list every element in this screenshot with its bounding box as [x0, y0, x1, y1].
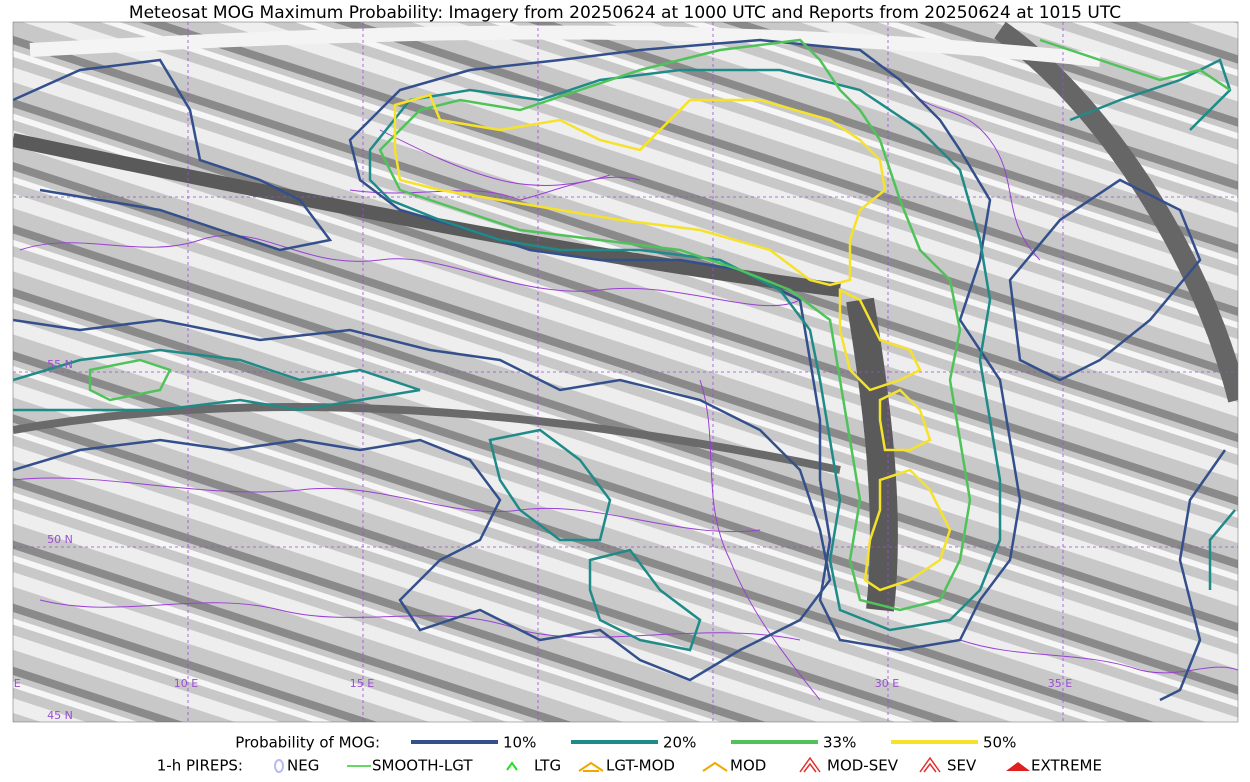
contour-33: [88, 358, 172, 402]
grid-label: 50 N: [47, 533, 73, 546]
legend-label: 33%: [823, 734, 856, 752]
legend-icon: [506, 761, 518, 771]
grid-label: 10 E: [174, 677, 198, 690]
legend-label: 50%: [983, 734, 1016, 752]
legend-label: EXTREME: [1031, 757, 1102, 775]
dark-band: [994, 22, 1238, 403]
title: Meteosat MOG Maximum Probability: Imager…: [129, 3, 1121, 23]
contour-10: [13, 318, 832, 682]
legend-label: 10%: [503, 734, 536, 752]
grid-label: 45 N: [47, 709, 73, 722]
contour-10: [1008, 178, 1202, 382]
grid-label: 30 E: [875, 677, 899, 690]
dark-band: [13, 133, 841, 297]
contour-50: [838, 287, 922, 392]
contour-10: [348, 38, 1022, 652]
contour-10: [13, 58, 333, 252]
grid-labels: 5 E 10 E 15 E 30 E 35 E 45 N 50 N 55 N: [3, 358, 1072, 722]
grid-label: 35 E: [1048, 677, 1072, 690]
legend-icon: [1006, 762, 1030, 771]
contour-20: [488, 428, 612, 542]
legend-title: Probability of MOG:: [235, 734, 380, 752]
contour-33: [1039, 38, 1231, 92]
light-band: [29, 25, 1101, 67]
contour-20: [368, 68, 1002, 632]
contour-50: [393, 93, 887, 287]
legend-label: NEG: [287, 757, 319, 775]
dark-band: [13, 403, 841, 474]
grid-label: 5 E: [3, 677, 20, 690]
legend-label: SEV: [947, 757, 977, 775]
legend-icon: [578, 761, 604, 772]
legend-label: MOD: [730, 757, 766, 775]
legend-label: MOD-SEV: [827, 757, 899, 775]
legend-icon: [274, 759, 284, 773]
graticule: [13, 22, 1238, 722]
mog-contours: [13, 38, 1236, 702]
grid-label: 15 E: [350, 677, 374, 690]
legend-label: LGT-MOD: [606, 757, 675, 775]
contour-20: [13, 348, 421, 412]
contour-33: [378, 38, 972, 612]
map: 5 E 10 E 15 E 30 E 35 E 45 N 50 N 55 N: [3, 22, 1238, 722]
grid-label: 55 N: [47, 358, 73, 371]
map-frame: [12, 21, 1239, 723]
legend-label: LTG: [534, 757, 561, 775]
legend-icon: [702, 761, 728, 772]
legend: Probability of MOG: 10% 20% 33% 50% 1-h PIREP…: [157, 734, 1102, 775]
legend-icon: [919, 756, 941, 773]
contour-50: [863, 468, 952, 592]
legend-icon: [799, 756, 821, 773]
contour-50: [878, 388, 932, 452]
legend-label: SMOOTH-LGT: [372, 757, 473, 775]
dark-band: [846, 297, 898, 612]
legend-label: 20%: [663, 734, 696, 752]
contour-20: [1208, 509, 1236, 590]
legend-title: 1-h PIREPS:: [157, 757, 243, 775]
contour-20: [588, 548, 702, 652]
contour-10: [1159, 449, 1227, 702]
